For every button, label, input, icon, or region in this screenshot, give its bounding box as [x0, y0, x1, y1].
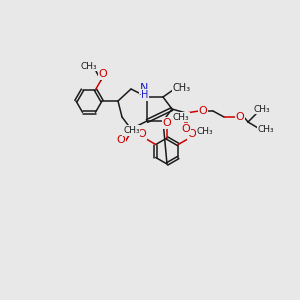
Text: CH₃: CH₃: [196, 127, 213, 136]
Text: O: O: [199, 106, 207, 116]
Text: CH₃: CH₃: [258, 125, 274, 134]
Text: O: O: [182, 124, 190, 134]
Text: O: O: [117, 135, 125, 145]
Text: CH₃: CH₃: [123, 126, 140, 135]
Text: O: O: [236, 112, 244, 122]
Text: N: N: [140, 83, 148, 93]
Text: CH₃: CH₃: [254, 104, 270, 113]
Text: CH₃: CH₃: [173, 83, 191, 93]
Text: CH₃: CH₃: [81, 62, 97, 71]
Text: H: H: [141, 90, 149, 100]
Text: O: O: [138, 129, 147, 139]
Text: O: O: [99, 69, 107, 79]
Text: O: O: [163, 118, 171, 128]
Text: O: O: [188, 129, 196, 139]
Text: CH₃: CH₃: [173, 112, 189, 122]
